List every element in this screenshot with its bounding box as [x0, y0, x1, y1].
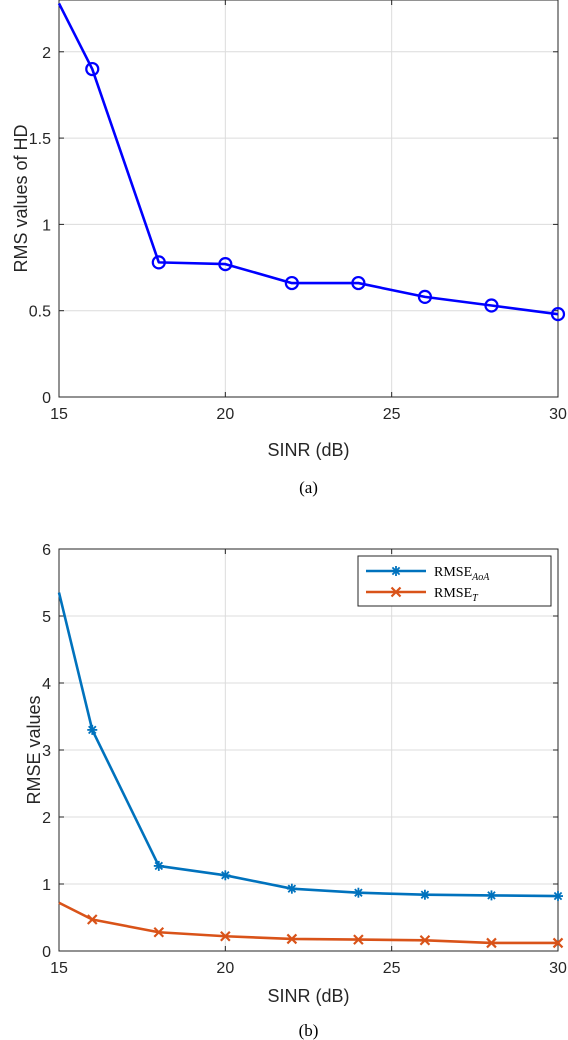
- data-point-marker: [552, 937, 564, 949]
- grid-lines: [59, 549, 558, 951]
- y-tick-label: 0: [42, 944, 51, 961]
- y-tick-label: 5: [42, 609, 51, 626]
- legend-label: RMSET: [434, 586, 479, 604]
- data-point-marker: [86, 914, 98, 925]
- x-tick-labels: 15 20 25 30: [50, 549, 567, 977]
- legend-label: RMSEAoA: [434, 565, 490, 583]
- chart-panel-a: 15 20 25 30 0 0.5 1 1.5 2 SINR (dB) RMS values …: [11, 0, 567, 497]
- y-axis-label: RMSE values: [24, 695, 44, 804]
- x-tick-label: 20: [216, 406, 234, 423]
- y-tick-label: 0.5: [29, 304, 51, 321]
- x-tick-label: 15: [50, 960, 68, 977]
- x-tick-label: 30: [549, 960, 567, 977]
- y-axis-label: RMS values of HD: [11, 124, 31, 272]
- data-point-marker: [218, 256, 233, 272]
- series-line: [58, 901, 558, 945]
- y-tick-label: 1: [42, 877, 51, 894]
- y-tick-label: 3: [42, 743, 51, 760]
- panel-caption: (b): [299, 1021, 319, 1040]
- legend-items: RMSEAoA RMSET: [366, 565, 490, 604]
- y-tick-label: 0: [42, 390, 51, 407]
- data-point-marker: [353, 887, 364, 898]
- data-point-marker: [390, 586, 402, 598]
- series-line: [57, 2, 559, 316]
- y-tick-label: 2: [42, 810, 51, 827]
- series-line: [57, 592, 559, 898]
- legend-box: [357, 555, 552, 607]
- data-point-marker: [87, 724, 98, 735]
- data-point-marker: [419, 935, 431, 946]
- legend-entry: RMSET: [366, 586, 479, 604]
- data-point-marker: [351, 275, 366, 291]
- y-tick-label: 4: [42, 676, 51, 693]
- x-tick-label: 25: [383, 406, 401, 423]
- x-tick-label: 30: [549, 406, 567, 423]
- data-point-marker: [286, 883, 297, 894]
- data-point-marker: [153, 860, 164, 871]
- x-tick-label: 15: [50, 406, 68, 423]
- data-point-marker: [284, 275, 299, 291]
- data-point-marker: [85, 61, 100, 77]
- x-tick-labels: 15 20 25 30: [50, 0, 567, 423]
- data-point-marker: [484, 298, 499, 313]
- data-point-marker: [550, 307, 566, 322]
- data-point-marker: [153, 926, 165, 938]
- grid-lines: [59, 0, 558, 397]
- y-tick-label: 1.5: [29, 131, 51, 148]
- data-point-marker: [151, 255, 166, 270]
- x-axis-label: SINR (dB): [267, 440, 349, 460]
- series-group: [57, 592, 564, 949]
- series-group: [57, 2, 566, 322]
- data-point-marker: [353, 934, 364, 945]
- legend-entry: RMSEAoA: [366, 565, 490, 583]
- y-tick-labels: 0 0.5 1 1.5 2: [29, 45, 558, 407]
- data-point-marker: [417, 289, 433, 304]
- y-tick-label: 1: [42, 217, 51, 234]
- y-tick-label: 2: [42, 45, 51, 62]
- data-point-marker: [220, 870, 231, 881]
- data-point-marker: [220, 930, 231, 942]
- data-point-marker: [553, 891, 563, 902]
- data-point-marker: [419, 889, 430, 900]
- data-point-marker: [486, 890, 497, 901]
- data-point-marker: [391, 566, 401, 576]
- data-point-marker: [286, 933, 298, 945]
- x-tick-label: 25: [383, 960, 401, 977]
- panel-caption: (a): [299, 478, 318, 497]
- y-tick-labels: 0 1 2 3 4 5 6: [42, 542, 558, 961]
- plot-frame: [58, 0, 559, 398]
- x-tick-label: 20: [216, 960, 234, 977]
- legend: RMSEAoA RMSET: [357, 555, 552, 607]
- x-axis-label: SINR (dB): [267, 986, 349, 1006]
- data-point-marker: [486, 937, 497, 949]
- y-tick-label: 6: [42, 542, 51, 559]
